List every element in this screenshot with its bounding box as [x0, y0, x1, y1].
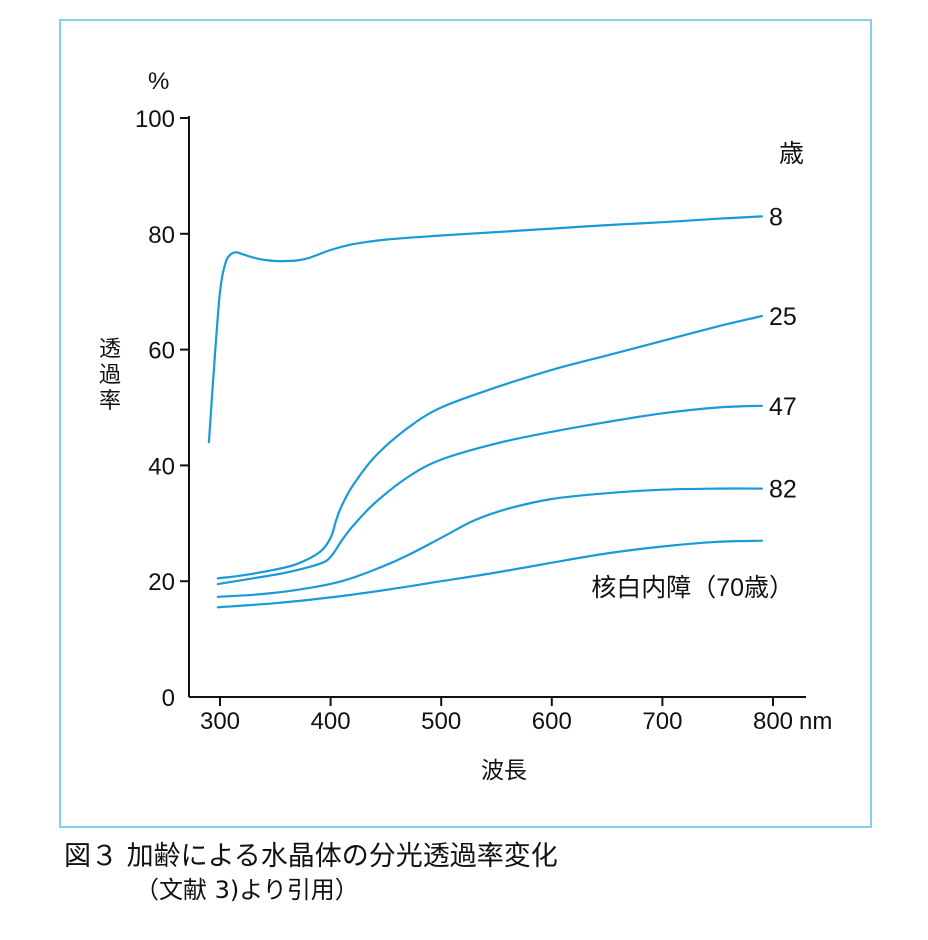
series-line-4 [216, 487, 763, 598]
caption-line-2: （文献 3)より引用） [135, 876, 359, 904]
y-axis-title-char: 過 [99, 363, 121, 388]
series-line-3 [216, 404, 763, 586]
y-tick-label-20: 20 [148, 569, 175, 596]
x-tick-label-800: 800 [753, 708, 793, 735]
y-tick-label-60: 60 [148, 338, 175, 365]
x-tick-label-700: 700 [642, 708, 682, 735]
series-label-4: 82 [769, 476, 797, 504]
series-lines [207, 215, 763, 609]
y-unit-label: % [148, 68, 169, 95]
series-label-5: 核白内障（70歳） [591, 574, 794, 602]
series-labels: 8 25 47 82 核白内障（70歳） [591, 203, 797, 602]
caption-line-1: 図３ 加齢による水晶体の分光透過率変化 [64, 841, 558, 872]
series-line-1 [207, 215, 763, 444]
x-tick-label-300: 300 [200, 708, 240, 735]
x-ticks: 300 400 500 600 700 800 [200, 697, 793, 735]
y-axis-title-char: 率 [99, 389, 121, 414]
y-tick-label-40: 40 [148, 453, 175, 480]
series-label-1: 8 [769, 203, 783, 231]
x-tick-label-600: 600 [532, 708, 572, 735]
axes [188, 116, 806, 698]
series-label-3: 47 [769, 393, 797, 421]
legend-header: 歳 [779, 140, 804, 168]
y-tick-label-80: 80 [148, 222, 175, 249]
x-unit-label: nm [799, 708, 832, 735]
x-tick-label-500: 500 [421, 708, 461, 735]
figure-caption: 図３ 加齢による水晶体の分光透過率変化 （文献 3)より引用） [64, 840, 558, 906]
chart-frame [59, 19, 872, 828]
x-tick-label-400: 400 [311, 708, 351, 735]
x-axis-title: 波長 [481, 758, 527, 784]
chart: % 透過率 0 20 40 60 80 100 300 400 500 600 700 800 nm… [99, 68, 832, 784]
series-line-2 [216, 314, 763, 580]
series-label-2: 25 [769, 303, 797, 331]
y-tick-label-100: 100 [135, 106, 175, 133]
y-axis-title-char: 透 [99, 337, 121, 362]
y-ticks: 0 20 40 60 80 100 [135, 106, 189, 712]
y-tick-label-0: 0 [162, 685, 175, 712]
series-line-5 [216, 539, 763, 609]
y-axis-title: 透過率 [99, 337, 121, 414]
